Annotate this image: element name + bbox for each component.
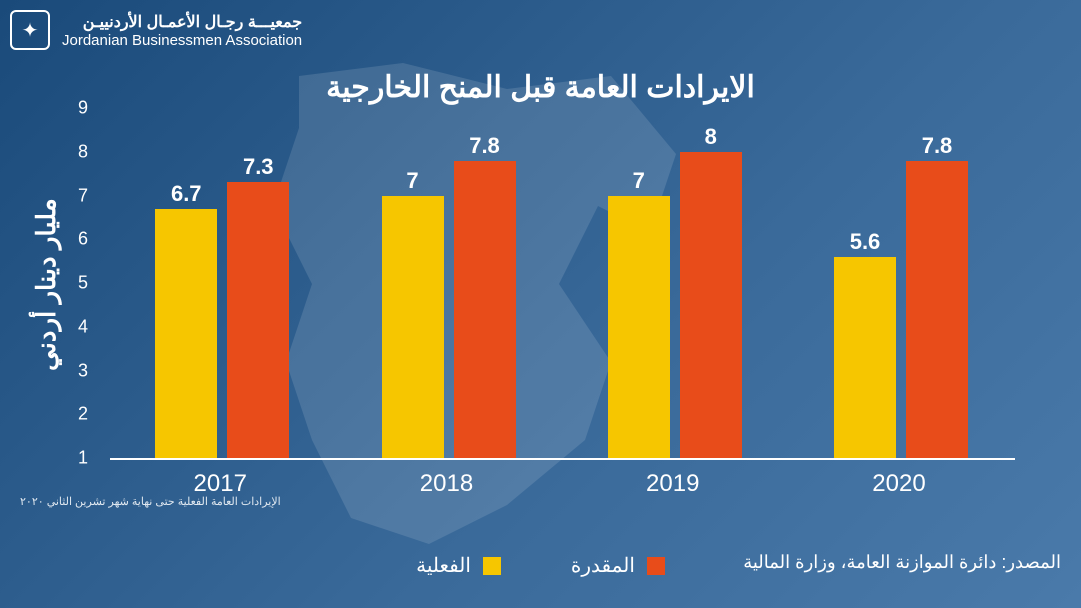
bar: 7.3 <box>227 182 289 458</box>
bar-value-label: 7.8 <box>454 133 516 159</box>
bar: 6.7 <box>155 209 217 458</box>
legend-item: الفعلية <box>416 553 501 578</box>
legend-swatch <box>483 557 501 575</box>
footnote: الإيرادات العامة الفعلية حتى نهاية شهر ت… <box>20 495 281 508</box>
x-tick-label: 2018 <box>367 470 527 498</box>
y-tick: 7 <box>78 185 88 206</box>
legend-label: المقدرة <box>571 553 635 578</box>
y-tick: 3 <box>78 360 88 381</box>
bar: 8 <box>680 152 742 458</box>
y-axis-label: مليار دينار أردني <box>31 155 71 415</box>
y-tick: 6 <box>78 229 88 250</box>
y-tick: 1 <box>78 448 88 469</box>
bar-group: 872019 <box>608 152 742 458</box>
bar-group: 7.872018 <box>382 161 516 459</box>
bar: 5.6 <box>834 257 896 458</box>
org-name-arabic: جمعيـــة رجـال الأعمـال الأردنييـن <box>62 12 302 32</box>
y-tick: 8 <box>78 141 88 162</box>
legend-label: الفعلية <box>416 553 471 578</box>
bar: 7.8 <box>454 161 516 459</box>
bar-value-label: 7.8 <box>906 133 968 159</box>
y-tick: 9 <box>78 98 88 119</box>
bar-value-label: 6.7 <box>155 181 217 207</box>
chart-plot-area: 1234567897.36.720177.8720188720197.85.62… <box>110 110 1015 460</box>
y-tick: 2 <box>78 404 88 425</box>
legend-swatch <box>647 557 665 575</box>
y-tick: 4 <box>78 316 88 337</box>
org-header: ✦ جمعيـــة رجـال الأعمـال الأردنييـن Jor… <box>10 10 302 50</box>
x-tick-label: 2017 <box>140 470 300 498</box>
bar-group: 7.85.62020 <box>834 161 968 459</box>
bar-value-label: 7 <box>382 168 444 194</box>
chart-title: الايرادات العامة قبل المنح الخارجية <box>0 70 1081 105</box>
bar-group: 7.36.72017 <box>155 182 289 458</box>
bar-value-label: 5.6 <box>834 229 896 255</box>
bar: 7 <box>608 196 670 459</box>
bar-value-label: 7.3 <box>227 154 289 180</box>
x-tick-label: 2019 <box>593 470 753 498</box>
y-tick: 5 <box>78 273 88 294</box>
source-citation: المصدر: دائرة الموازنة العامة، وزارة الم… <box>743 552 1061 573</box>
bar: 7.8 <box>906 161 968 459</box>
bar-value-label: 8 <box>680 124 742 150</box>
bar-value-label: 7 <box>608 168 670 194</box>
org-name-english: Jordanian Businessmen Association <box>62 32 302 49</box>
bar: 7 <box>382 196 444 459</box>
legend-item: المقدرة <box>571 553 665 578</box>
x-tick-label: 2020 <box>819 470 979 498</box>
logo-icon: ✦ <box>10 10 50 50</box>
